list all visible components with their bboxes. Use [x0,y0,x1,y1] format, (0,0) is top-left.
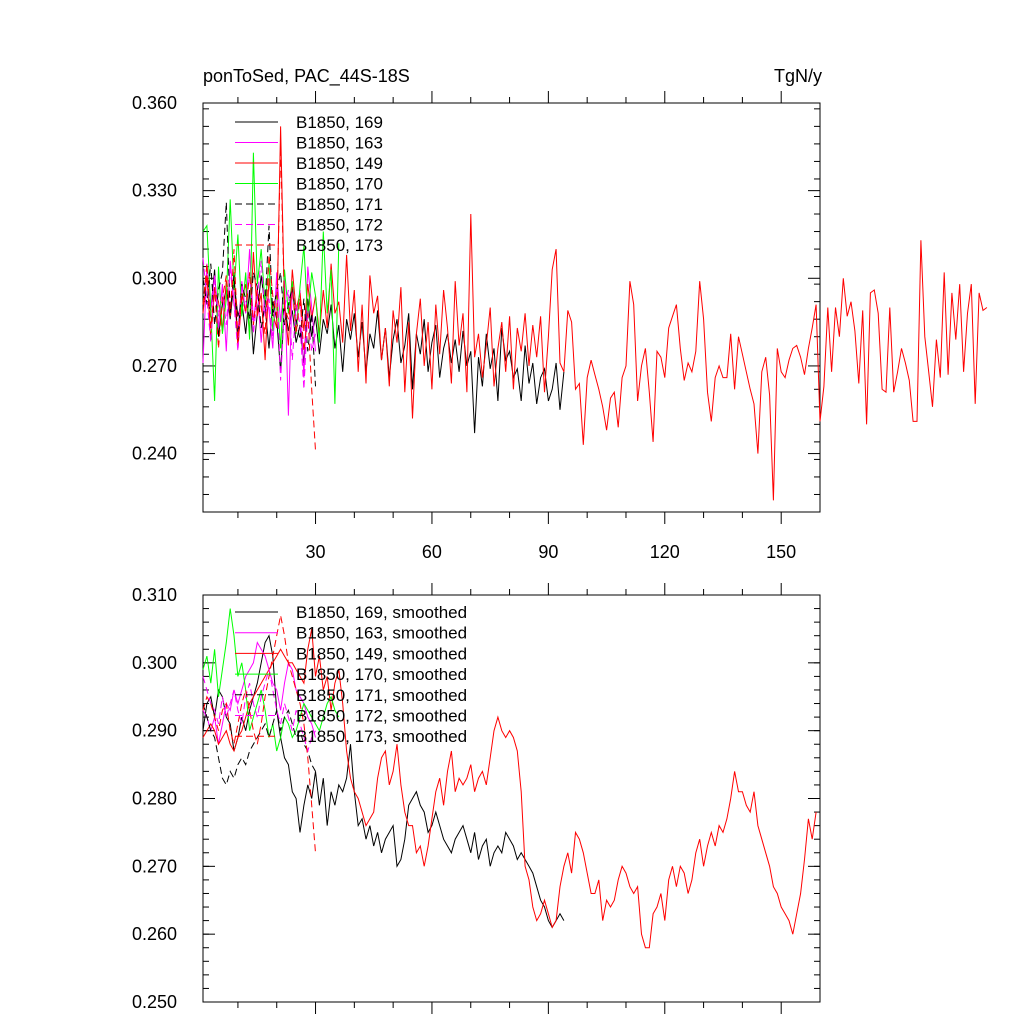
series-line [202,641,316,745]
series-line [202,202,316,387]
legend-entry: B1850, 171 [296,195,383,214]
y-tick-label: 0.270 [132,356,177,376]
legend-entry: B1850, 172 [296,216,383,235]
legend-entry: B1850, 172, smoothed [296,707,467,726]
units-label: TgN/y [774,66,822,86]
legend-entry: B1850, 149 [296,154,383,173]
x-tick-label: 150 [766,542,796,562]
y-tick-label: 0.300 [132,268,177,288]
series-line [202,615,316,853]
legend-entry: B1850, 169 [296,113,383,132]
legend-entry: B1850, 163, smoothed [296,624,467,643]
legend-entry: B1850, 171, smoothed [296,686,467,705]
series-line [202,257,316,390]
y-tick-label: 0.280 [132,789,177,809]
y-tick-label: 0.270 [132,856,177,876]
legend-entry: B1850, 170 [296,175,383,194]
series-line [202,628,817,949]
series-line [202,126,988,501]
series-line [202,703,316,787]
top-panel: ponToSed, PAC_44S-18S TgN/y 0.240 0.270 0.… [132,66,988,562]
x-tick-label: 60 [422,542,442,562]
y-tick-label: 0.250 [132,992,177,1012]
series-line [202,146,316,451]
y-tick-label: 0.300 [132,653,177,673]
x-tick-label: 120 [650,542,680,562]
chart-title: ponToSed, PAC_44S-18S [203,66,410,87]
x-tick-label: 30 [306,542,326,562]
legend-entry: B1850, 170, smoothed [296,665,467,684]
legend-entry: B1850, 173, smoothed [296,727,467,746]
x-tick-label: 90 [538,542,558,562]
plot-frame [202,102,821,513]
bottom-panel: 0.250 0.260 0.270 0.280 0.290 0.300 0.310 B1850… [132,583,821,1014]
y-tick-label: 0.240 [132,444,177,464]
y-tick-label: 0.290 [132,721,177,741]
series-line [202,152,340,404]
legend-entry: B1850, 149, smoothed [296,644,467,663]
y-tick-label: 0.260 [132,924,177,944]
series-line [202,669,316,753]
legend-entry: B1850, 173 [296,236,383,255]
y-tick-label: 0.360 [132,93,177,113]
legend-entry: B1850, 163 [296,134,383,153]
series-line [202,249,316,416]
y-tick-label: 0.330 [132,181,177,201]
y-tick-label: 0.310 [132,585,177,605]
legend-entry: B1850, 169, smoothed [296,603,467,622]
